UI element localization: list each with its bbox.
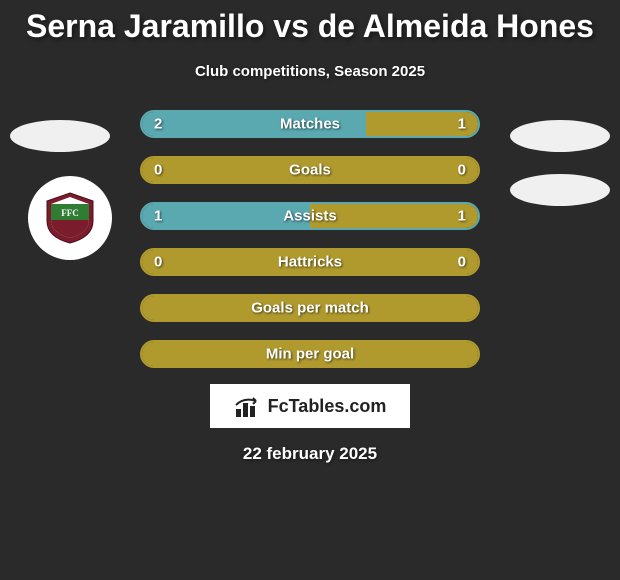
fctables-brand-text: FcTables.com — [268, 396, 387, 417]
stat-value-left: 2 — [154, 116, 162, 133]
stat-value-right: 0 — [458, 162, 466, 179]
fctables-logo-icon — [234, 395, 262, 417]
stat-rows-container: 2 1 Matches 0 0 Goals 1 1 Assists 0 0 Hattricks Goal… — [140, 110, 480, 368]
stat-value-left: 1 — [154, 208, 162, 225]
stat-value-left: 0 — [154, 254, 162, 271]
stat-label: Matches — [280, 116, 340, 133]
ellipse-icon — [10, 120, 110, 152]
player-right-placeholder — [510, 120, 610, 206]
svg-text:FFC: FFC — [61, 208, 79, 218]
stat-row: 0 0 Hattricks — [140, 248, 480, 276]
page-subtitle: Club competitions, Season 2025 — [0, 63, 620, 80]
stat-label: Assists — [283, 208, 336, 225]
stat-row: Min per goal — [140, 340, 480, 368]
stat-value-right: 0 — [458, 254, 466, 271]
club-badge-left: FFC — [28, 176, 112, 260]
ellipse-icon — [510, 120, 610, 152]
ellipse-icon — [510, 174, 610, 206]
stat-label: Goals per match — [251, 300, 369, 317]
stat-value-right: 1 — [458, 208, 466, 225]
stat-label: Hattricks — [278, 254, 342, 271]
stat-label: Goals — [289, 162, 331, 179]
stat-label: Min per goal — [266, 346, 354, 363]
player-left-placeholder — [10, 120, 110, 152]
stat-row: 1 1 Assists — [140, 202, 480, 230]
stat-row: 2 1 Matches — [140, 110, 480, 138]
stat-row: Goals per match — [140, 294, 480, 322]
stat-fill-left — [142, 158, 310, 182]
stat-row: 0 0 Goals — [140, 156, 480, 184]
footer-date: 22 february 2025 — [0, 444, 620, 464]
stat-fill-right — [310, 158, 478, 182]
stat-value-right: 1 — [458, 116, 466, 133]
stat-value-left: 0 — [154, 162, 162, 179]
club-shield-icon: FFC — [43, 191, 97, 245]
page-title: Serna Jaramillo vs de Almeida Hones — [0, 8, 620, 45]
fctables-brand-badge: FcTables.com — [210, 384, 410, 428]
club-circle-icon: FFC — [28, 176, 112, 260]
